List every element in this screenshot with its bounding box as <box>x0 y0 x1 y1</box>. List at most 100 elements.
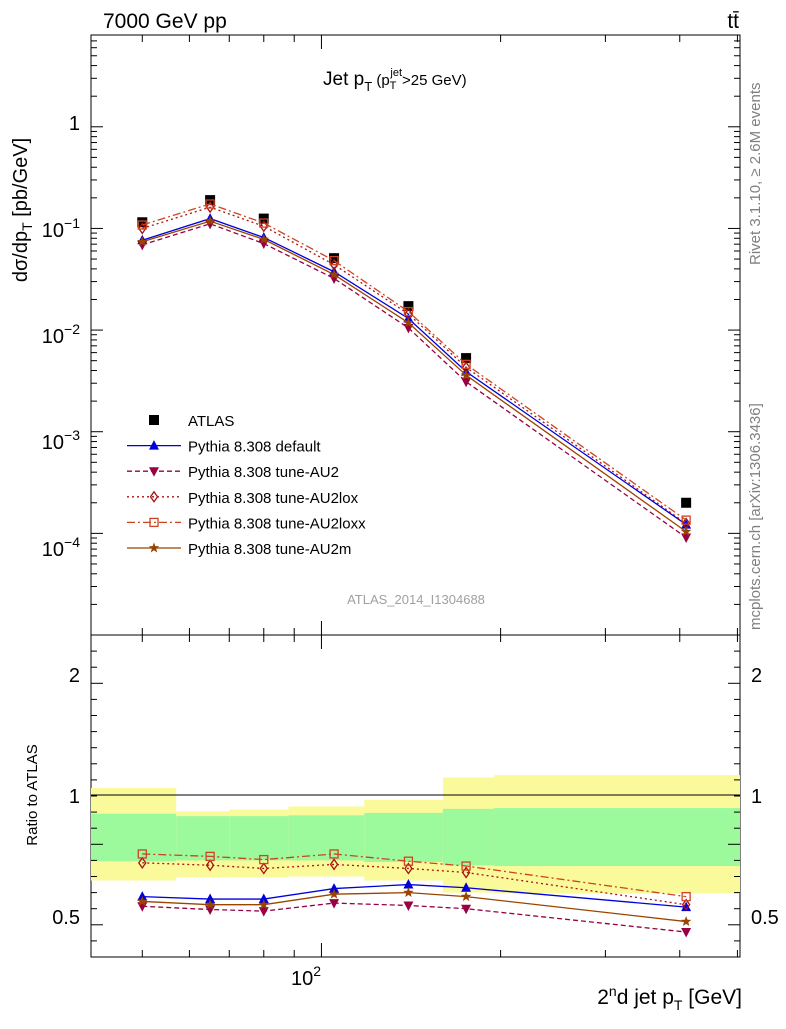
legend-marker <box>148 542 160 553</box>
data-point <box>680 526 692 537</box>
ratio-point <box>205 859 215 872</box>
ratio-tick-label-2-right: 2 <box>751 665 762 687</box>
main-y-tick-labels: 10−4 10−3 10−2 10−1 1 <box>42 113 80 561</box>
stat-band-bin <box>288 815 365 861</box>
legend-label: Pythia 8.308 tune-AU2loxx <box>188 515 366 532</box>
y-tick-label-1: 1 <box>69 113 80 135</box>
legend-label: Pythia 8.308 tune-AU2m <box>188 541 351 558</box>
ratio-pythia-8-308-tune-au2loxx <box>137 849 691 902</box>
ratio-point <box>329 883 340 893</box>
ratio-point <box>461 904 472 915</box>
data-point <box>259 218 269 228</box>
ratio-point <box>328 888 340 899</box>
data-point <box>205 201 215 214</box>
ratio-point <box>403 887 414 898</box>
data-point <box>137 236 148 247</box>
data-point <box>137 222 147 235</box>
ratio-point <box>258 899 269 910</box>
legend: ATLAS Pythia 8.308 default Pythia 8.308 tu… <box>127 413 366 558</box>
legend-entry: Pythia 8.308 default <box>127 439 321 456</box>
series-atlas <box>137 195 692 508</box>
plot-title: Jet pT (pTjet>25 GeV) <box>323 67 467 94</box>
main-series <box>137 195 692 544</box>
ratio-y-tick-labels: 2 1 0.5 2 1 0.5 <box>52 665 779 929</box>
source-label: mcplots.cern.ch [arXiv:1306.3436] <box>747 403 764 630</box>
ratio-tick-label-1-left: 1 <box>69 786 80 808</box>
data-point <box>461 359 471 370</box>
ratio-point <box>461 866 471 879</box>
ratio-line <box>142 891 687 923</box>
ratio-point <box>681 928 692 938</box>
ratio-point <box>329 849 339 859</box>
analysis-reference: ATLAS_2014_I1304688 <box>347 592 485 607</box>
y-tick-label-1e-4: 10−4 <box>42 534 80 561</box>
ratio-point <box>204 899 216 910</box>
axis-ticks <box>91 34 740 958</box>
data-point <box>205 199 215 209</box>
series-line <box>142 203 687 521</box>
legend-marker <box>149 415 159 425</box>
legend-marker <box>149 490 159 503</box>
ratio-point <box>403 879 414 889</box>
x-tick-label-100: 102 <box>291 963 321 990</box>
ratio-tick-label-0.5-left: 0.5 <box>52 907 80 929</box>
legend-entry: Pythia 8.308 tune-AU2lox <box>127 490 359 507</box>
legend-entry: Pythia 8.308 tune-AU2loxx <box>127 515 366 532</box>
data-point <box>328 269 340 279</box>
y-tick-label-1e-3: 10−3 <box>42 427 80 454</box>
energy-label: 7000 GeV pp <box>103 10 227 33</box>
data-point <box>460 369 472 380</box>
ratio-point <box>258 893 269 904</box>
data-point <box>681 497 692 508</box>
data-point <box>403 301 414 312</box>
data-point <box>329 253 340 264</box>
legend-entry: ATLAS <box>149 413 234 430</box>
legend-entry: Pythia 8.308 tune-AU2 <box>127 464 339 481</box>
y-tick-label-1e-2: 10−2 <box>42 321 80 348</box>
ratio-point <box>137 849 147 859</box>
stat-band-bin <box>229 816 289 861</box>
data-point <box>137 240 148 251</box>
data-point <box>329 255 339 266</box>
data-point <box>258 233 269 244</box>
ratio-point <box>137 895 148 906</box>
ratio-tick-label-1-right: 1 <box>751 786 762 808</box>
ratio-line <box>142 902 687 933</box>
rivet-version-label: Rivet 3.1.10, ≥ 2.6M events <box>747 83 764 266</box>
ratio-point <box>403 856 414 866</box>
ratio-pythia-8-308-tune-au2m <box>137 887 692 927</box>
legend-label: Pythia 8.308 tune-AU2lox <box>188 490 359 507</box>
y-tick-label-1e-1: 10−1 <box>42 215 80 242</box>
data-point <box>681 515 691 525</box>
ratio-point <box>205 893 216 904</box>
series-line <box>142 206 687 525</box>
ratio-point <box>259 862 269 875</box>
series-line <box>142 220 687 533</box>
data-point <box>137 217 148 228</box>
ratio-pythia-8-308-default <box>137 879 692 912</box>
ratio-point <box>258 907 269 917</box>
data-point <box>461 353 472 364</box>
ratio-tick-label-0.5-right: 0.5 <box>751 907 779 929</box>
ratio-point <box>460 891 472 902</box>
ratio-tick-label-2-left: 2 <box>69 665 80 687</box>
ratio-point <box>329 899 340 909</box>
data-point <box>403 306 414 317</box>
data-point <box>204 215 216 226</box>
ratio-point <box>329 858 339 871</box>
ratio-point <box>137 891 148 901</box>
legend-marker <box>149 440 159 450</box>
process-label: tt̄ <box>727 10 739 33</box>
ratio-y-axis-label: Ratio to ATLAS <box>24 744 41 845</box>
data-point <box>461 377 472 388</box>
ratio-line <box>142 853 687 898</box>
data-point <box>681 533 692 544</box>
series-pythia-8-308-default <box>137 213 692 529</box>
legend-marker <box>149 467 159 477</box>
ratio-point <box>680 916 692 927</box>
ratio-point <box>403 901 414 911</box>
ratio-point <box>461 861 471 871</box>
ratio-point <box>681 901 692 912</box>
legend-entry: Pythia 8.308 tune-AU2m <box>127 541 351 558</box>
